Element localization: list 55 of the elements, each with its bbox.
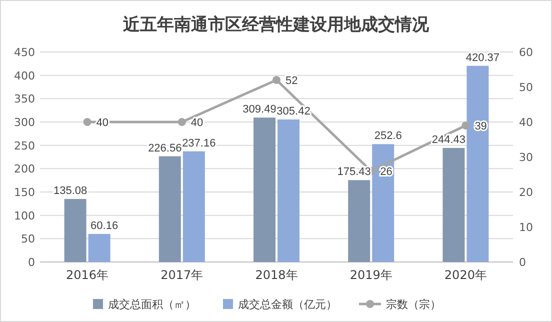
data-label: 226.56	[148, 142, 182, 154]
bar	[254, 118, 276, 262]
x-tick-label: 2018年	[255, 268, 298, 282]
data-label: 40	[96, 117, 109, 129]
data-label: 175.43	[337, 166, 371, 178]
data-label: 52	[286, 75, 298, 87]
data-label: 135.08	[53, 184, 88, 197]
legend-label: 成交总金额（亿元）	[238, 298, 337, 311]
bar	[372, 144, 394, 262]
y2-tick-label: 0	[519, 256, 526, 269]
y2-tick-label: 50	[519, 81, 533, 94]
bar	[158, 156, 181, 262]
y2-tick-label: 30	[519, 151, 533, 164]
point	[272, 76, 280, 84]
y-tick-label: 0	[28, 256, 35, 269]
x-tick-label: 2020年	[444, 268, 487, 282]
point	[178, 118, 186, 126]
y-tick-label: 200	[14, 162, 35, 176]
x-tick-label: 2016年	[66, 268, 109, 282]
data-label: 26	[380, 166, 392, 178]
y-tick-label: 450	[14, 46, 35, 59]
bar	[64, 198, 86, 262]
bar	[278, 119, 300, 262]
bar	[348, 180, 370, 262]
data-label: 244.43	[432, 134, 466, 146]
data-label: 252.6	[374, 130, 402, 142]
data-label: 237.16	[182, 137, 216, 150]
y2-tick-label: 10	[519, 221, 533, 234]
legend-label: 宗数（宗）	[386, 298, 441, 311]
chart-title: 近五年南通市区经营性建设用地成交情况	[122, 15, 430, 35]
y2-tick-label: 20	[519, 186, 533, 199]
y-tick-label: 250	[14, 139, 35, 152]
point	[83, 118, 92, 126]
x-tick-label: 2017年	[160, 268, 204, 282]
y2-tick-label: 60	[519, 46, 533, 59]
y2-tick-label: 40	[519, 116, 533, 129]
data-label: 305.42	[276, 105, 310, 118]
y-tick-label: 100	[14, 209, 35, 222]
bar	[182, 151, 205, 262]
y-tick-label: 300	[14, 116, 35, 129]
y-tick-label: 350	[14, 92, 35, 106]
y-tick-label: 150	[14, 186, 35, 199]
bar	[442, 148, 465, 262]
legend-label: 成交总面积（㎡）	[108, 298, 196, 311]
data-label: 420.37	[466, 52, 500, 64]
data-label: 39	[474, 120, 487, 132]
data-label: 40	[190, 117, 204, 129]
y-tick-label: 50	[21, 232, 35, 246]
point	[462, 122, 470, 130]
data-label: 60.16	[90, 220, 118, 232]
x-tick-label: 2019年	[350, 268, 392, 282]
data-label: 309.49	[242, 104, 276, 116]
bar	[88, 234, 110, 262]
y-tick-label: 400	[14, 69, 35, 82]
bar	[466, 66, 489, 262]
